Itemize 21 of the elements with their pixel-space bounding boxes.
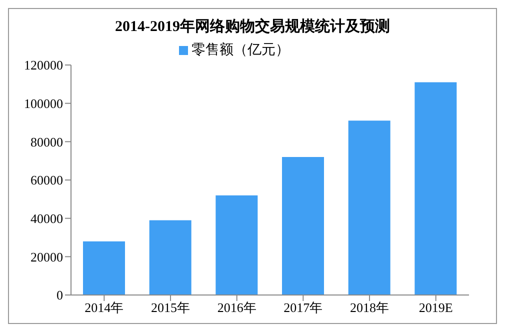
y-tick-label: 40000 <box>30 210 63 226</box>
x-tick-label: 2019E <box>418 300 453 316</box>
y-tick-label: 20000 <box>30 249 63 264</box>
bar <box>282 157 324 295</box>
y-tick-label: 120000 <box>24 58 63 73</box>
bar <box>83 241 125 295</box>
bar <box>149 220 192 295</box>
bar <box>414 82 457 295</box>
y-tick-label: 80000 <box>30 134 63 150</box>
bar <box>348 120 390 295</box>
x-tick-label: 2016年 <box>217 300 256 316</box>
x-tick-label: 2014年 <box>84 300 124 316</box>
x-tick-label: 2015年 <box>151 300 190 316</box>
y-tick-label: 0 <box>56 288 63 303</box>
y-tick-label: 100000 <box>24 96 63 111</box>
x-tick-label: 2017年 <box>284 300 323 316</box>
bar <box>216 195 258 295</box>
legend-label: 零售额（亿元） <box>192 43 290 58</box>
chart-title: 2014-2019年网络购物交易规模统计及预测 <box>114 17 391 37</box>
x-tick-label: 2018年 <box>350 300 389 316</box>
y-tick-label: 60000 <box>30 172 63 188</box>
